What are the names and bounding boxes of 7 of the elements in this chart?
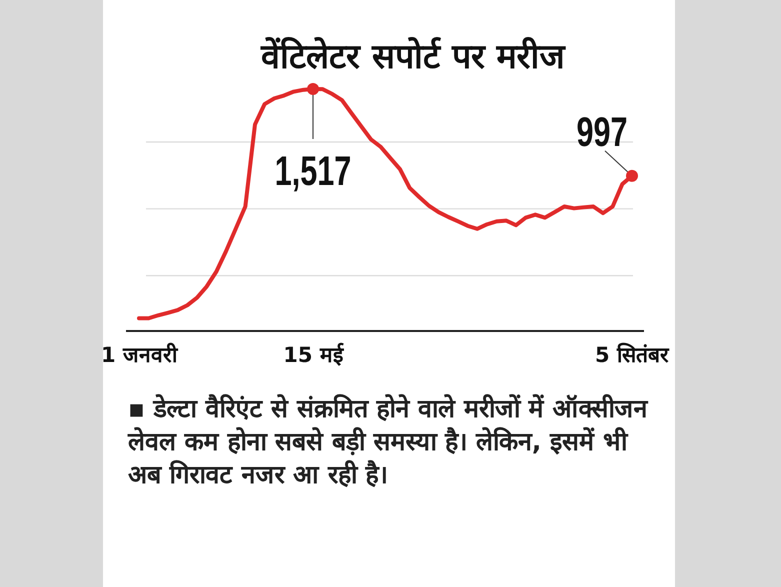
text: ▪ डेल्टा वैरिएंट से संक्रमित होने वाले मरीजों में ऑक्सीजन लेवल कम होना सबसे बड़ी समस्या है। लेकिन, इसमें भी अब गिरावट नजर आ रही है। (128, 393, 648, 491)
data-label: 1,517 (274, 147, 352, 194)
x-tick-label: 1 जनवरी (101, 342, 179, 367)
chart-title: वेंटिलेटर सपोर्ट पर मरीज (260, 36, 567, 77)
x-tick-label: 5 सितंबर (595, 342, 670, 367)
data-label: 997 (576, 108, 628, 155)
x-tick-label: 15 मई (283, 342, 344, 367)
